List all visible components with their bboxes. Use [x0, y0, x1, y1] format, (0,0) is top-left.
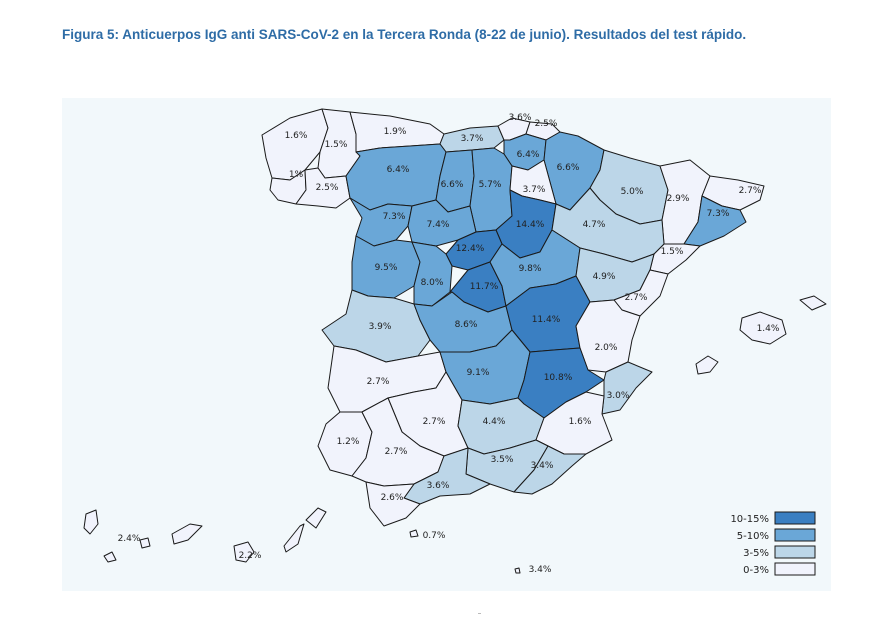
label-valencia: 2.0% [595, 343, 618, 353]
label-valladolid: 7.4% [427, 220, 450, 230]
label-cuenca: 11.4% [532, 315, 561, 325]
label-gipuzkoa: 2.5% [535, 119, 558, 129]
legend-label-1: 5-10% [737, 531, 769, 542]
label-asturias: 1.9% [384, 127, 407, 137]
label-burgos: 5.7% [479, 180, 502, 190]
province-almeria [513, 445, 587, 495]
label-barcelona: 7.3% [707, 209, 730, 219]
legend-swatch-2 [774, 545, 816, 559]
label-sevilla: 2.7% [385, 447, 408, 457]
label-cordoba: 2.7% [423, 417, 446, 427]
label-salamanca: 9.5% [375, 263, 398, 273]
province-baleares-mallorca [739, 311, 787, 345]
label-girona: 2.7% [739, 186, 762, 196]
label-huelva: 1.2% [337, 437, 360, 447]
province-ceuta [409, 529, 419, 538]
label-malaga: 3.6% [427, 481, 450, 491]
label-huesca: 5.0% [621, 187, 644, 197]
label-alicante: 3.0% [607, 391, 630, 401]
province-las-palmas-lanzarote [305, 507, 327, 529]
legend-swatch-1 [774, 528, 816, 542]
label-caceres: 3.9% [369, 322, 392, 332]
label-zamora: 7.3% [383, 212, 406, 222]
label-cadiz: 2.6% [381, 493, 404, 503]
label-santa-cruz: 2.4% [118, 534, 141, 544]
label-avila: 8.0% [421, 278, 444, 288]
province-las-palmas-fuerteventura [283, 523, 305, 553]
label-melilla: 3.4% [529, 565, 552, 575]
label-teruel: 4.9% [593, 272, 616, 282]
label-leon: 6.4% [387, 165, 410, 175]
label-araba: 6.4% [517, 150, 540, 160]
province-santa-cruz-tenerife [171, 523, 203, 545]
legend-label-0: 10-15% [730, 514, 769, 525]
province-alicante [601, 361, 653, 415]
label-granada: 3.5% [491, 455, 514, 465]
label-lugo: 1.5% [325, 140, 348, 150]
label-murcia: 1.6% [569, 417, 592, 427]
province-avila [411, 241, 453, 307]
province-las-palmas-gran-canaria [233, 541, 255, 563]
label-la-rioja: 3.7% [523, 185, 546, 195]
label-albacete: 10.8% [544, 373, 573, 383]
province-santa-cruz-la-palma [83, 509, 99, 535]
province-leon [345, 143, 447, 211]
label-almeria: 3.4% [531, 461, 554, 471]
province-santa-cruz-la-gomera [139, 537, 151, 549]
label-soria: 14.4% [516, 220, 545, 230]
label-a-coruna: 1.6% [285, 131, 308, 141]
province-burgos [469, 147, 513, 233]
label-cantabria: 3.7% [461, 134, 484, 144]
label-palencia: 6.6% [441, 180, 464, 190]
label-guadalajara: 9.8% [519, 264, 542, 274]
footer-mark [478, 613, 481, 614]
label-navarra: 6.6% [557, 163, 580, 173]
label-segovia: 12.4% [456, 244, 485, 254]
province-ourense [295, 167, 351, 209]
province-santa-cruz-el-hierro [103, 551, 117, 563]
legend-swatch-3 [774, 562, 816, 576]
label-ciudad-real: 9.1% [467, 368, 490, 378]
province-a-coruna [261, 108, 329, 181]
legend-label-3: 0-3% [743, 565, 769, 576]
province-baleares-menorca [799, 295, 827, 311]
figure-title: Figura 5: Anticuerpos IgG anti SARS-CoV-… [62, 27, 747, 42]
label-tarragona: 1.5% [661, 247, 684, 257]
label-zaragoza: 4.7% [583, 220, 606, 230]
legend-swatch-0 [774, 511, 816, 525]
label-ceuta: 0.7% [423, 531, 446, 541]
province-barcelona [683, 195, 747, 247]
province-baleares-ibiza [695, 355, 719, 375]
label-bizkaia: 3.6% [509, 113, 532, 123]
label-badajoz: 2.7% [367, 377, 390, 387]
province-cadiz [365, 481, 421, 527]
label-lleida: 2.9% [667, 194, 690, 204]
province-melilla [514, 567, 521, 574]
label-las-palmas: 2.2% [239, 551, 262, 561]
label-jaen: 4.4% [483, 417, 506, 427]
province-zamora [349, 197, 413, 247]
label-toledo: 8.6% [455, 320, 478, 330]
legend: 10-15% 5-10% 3-5% 0-3% [730, 511, 816, 576]
label-baleares: 1.4% [757, 324, 780, 334]
label-ourense: 2.5% [316, 183, 339, 193]
label-madrid: 11.7% [470, 282, 499, 292]
label-pontevedra: 1% [289, 170, 304, 180]
legend-label-2: 3-5% [743, 548, 769, 559]
label-castellon: 2.7% [625, 293, 648, 303]
